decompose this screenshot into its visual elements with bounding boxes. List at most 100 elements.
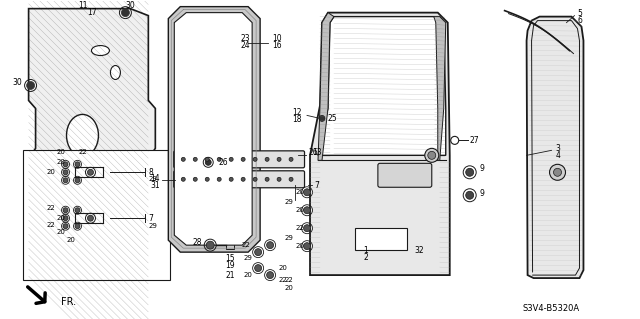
Text: 12: 12	[292, 108, 302, 117]
Text: 20: 20	[278, 265, 287, 271]
Circle shape	[75, 224, 80, 229]
Text: 30: 30	[125, 1, 135, 10]
Text: 20: 20	[284, 285, 293, 291]
Circle shape	[554, 168, 561, 176]
Text: 20: 20	[56, 149, 65, 155]
Circle shape	[265, 157, 269, 161]
Circle shape	[253, 157, 257, 161]
Text: 22: 22	[46, 222, 55, 228]
Text: 22: 22	[295, 225, 304, 231]
Circle shape	[425, 148, 439, 162]
Circle shape	[550, 164, 566, 180]
Text: 7: 7	[148, 214, 153, 223]
Text: 15: 15	[225, 254, 235, 263]
Circle shape	[277, 157, 281, 161]
Text: 20: 20	[56, 229, 65, 235]
Text: 20: 20	[56, 159, 65, 165]
Text: 17: 17	[88, 8, 97, 17]
Text: 9: 9	[479, 189, 484, 198]
Circle shape	[75, 208, 80, 213]
Polygon shape	[318, 13, 334, 160]
Text: 21: 21	[226, 271, 235, 279]
Ellipse shape	[67, 115, 99, 156]
Text: 8: 8	[148, 168, 153, 177]
Polygon shape	[527, 17, 584, 278]
Text: 23: 23	[241, 34, 250, 43]
Text: 9: 9	[479, 164, 484, 173]
Circle shape	[229, 177, 233, 181]
Text: 22: 22	[241, 242, 250, 248]
Circle shape	[206, 241, 214, 249]
Text: FR.: FR.	[61, 297, 76, 307]
Text: 20: 20	[243, 272, 252, 278]
Circle shape	[303, 225, 310, 232]
Circle shape	[63, 178, 68, 183]
Bar	[226, 241, 234, 249]
Text: 1: 1	[363, 246, 368, 255]
Circle shape	[205, 177, 209, 181]
Text: 20: 20	[295, 243, 304, 249]
Text: 27: 27	[470, 136, 479, 145]
FancyBboxPatch shape	[174, 171, 305, 188]
Text: 20: 20	[56, 215, 65, 221]
FancyBboxPatch shape	[378, 163, 432, 187]
Text: 13: 13	[312, 148, 322, 157]
Text: 11: 11	[77, 1, 87, 10]
Text: 29: 29	[243, 255, 252, 261]
Text: 20: 20	[295, 189, 304, 195]
Text: 14: 14	[150, 174, 161, 183]
Text: 20: 20	[66, 237, 75, 243]
Circle shape	[277, 177, 281, 181]
Text: 24: 24	[241, 41, 250, 50]
Circle shape	[205, 157, 209, 161]
Circle shape	[466, 191, 474, 199]
Text: 18: 18	[292, 115, 302, 124]
Circle shape	[181, 157, 185, 161]
FancyBboxPatch shape	[61, 189, 106, 202]
Polygon shape	[310, 13, 450, 275]
Circle shape	[303, 189, 310, 196]
Text: 10: 10	[272, 34, 282, 43]
Text: 30: 30	[13, 78, 22, 87]
Text: 5: 5	[577, 9, 582, 18]
Text: 29: 29	[284, 199, 293, 205]
Circle shape	[181, 177, 185, 181]
Circle shape	[63, 216, 68, 221]
Circle shape	[122, 9, 129, 17]
Circle shape	[253, 177, 257, 181]
Circle shape	[466, 168, 474, 176]
Circle shape	[63, 170, 68, 175]
Circle shape	[255, 265, 262, 271]
Circle shape	[75, 178, 80, 183]
Circle shape	[428, 151, 436, 159]
Circle shape	[241, 157, 245, 161]
Circle shape	[88, 169, 93, 175]
Circle shape	[289, 177, 293, 181]
Text: 22: 22	[278, 277, 287, 283]
Ellipse shape	[92, 46, 109, 56]
Text: 26: 26	[308, 148, 317, 157]
Text: 29: 29	[284, 235, 293, 241]
Text: S3V4-B5320A: S3V4-B5320A	[522, 303, 579, 313]
Circle shape	[193, 157, 197, 161]
Text: 2: 2	[363, 253, 368, 262]
Text: 32: 32	[415, 246, 424, 255]
Circle shape	[63, 208, 68, 213]
Circle shape	[229, 157, 233, 161]
Text: 29: 29	[148, 176, 157, 182]
Text: 22: 22	[284, 277, 293, 283]
Circle shape	[267, 271, 273, 278]
Circle shape	[255, 249, 262, 256]
Circle shape	[217, 157, 221, 161]
Circle shape	[193, 177, 197, 181]
Circle shape	[319, 115, 325, 122]
Circle shape	[63, 162, 68, 167]
Text: 16: 16	[272, 41, 282, 50]
Circle shape	[267, 242, 273, 249]
Circle shape	[303, 243, 310, 250]
Text: 20: 20	[46, 169, 55, 175]
Circle shape	[217, 177, 221, 181]
Circle shape	[75, 162, 80, 167]
Text: 26: 26	[218, 158, 228, 167]
Polygon shape	[318, 17, 445, 155]
